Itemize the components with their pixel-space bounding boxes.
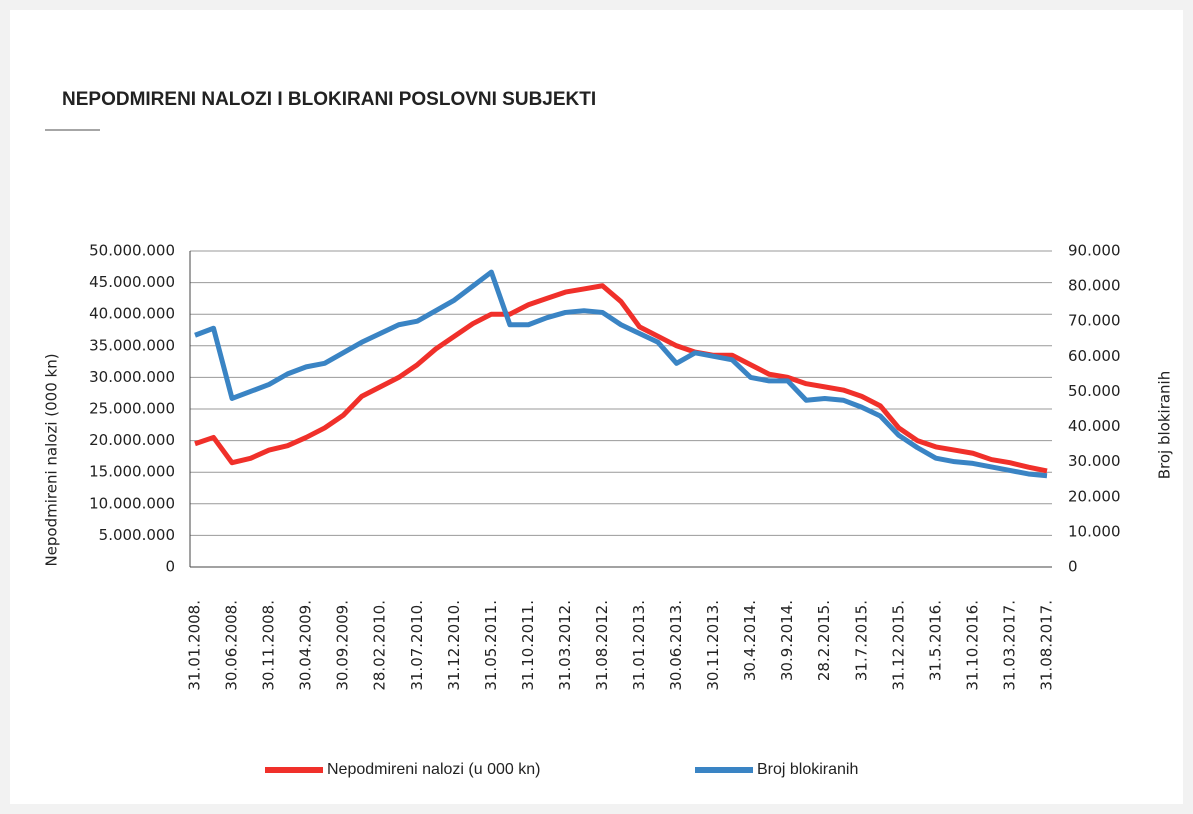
x-tick-label: 31.01.2008.	[186, 600, 204, 691]
x-tick-label: 31.12.2015.	[889, 600, 907, 691]
chart-title: NEPODMIRENI NALOZI I BLOKIRANI POSLOVNI …	[62, 89, 596, 110]
y2-tick-label: 30.000	[1068, 452, 1121, 470]
x-tick-label: 28.2.2015.	[815, 600, 833, 681]
y-tick-label: 15.000.000	[89, 463, 175, 481]
y2-tick-label: 70.000	[1068, 312, 1121, 330]
x-tick-label: 30.04.2009.	[297, 600, 315, 691]
y2-tick-label: 90.000	[1068, 242, 1121, 260]
y-tick-label: 0	[165, 558, 175, 576]
x-tick-label: 31.08.2017.	[1038, 600, 1056, 691]
y2-axis-label: Broj blokiranih	[1156, 371, 1174, 480]
x-tick-label: 31.03.2012.	[556, 600, 574, 691]
y2-tick-label: 60.000	[1068, 347, 1121, 365]
y-tick-label: 5.000.000	[99, 526, 175, 544]
y-tick-label: 50.000.000	[89, 242, 175, 260]
y-tick-label: 35.000.000	[89, 336, 175, 354]
x-tick-label: 30.4.2014.	[741, 600, 759, 681]
x-tick-label: 28.02.2010.	[371, 600, 389, 691]
x-tick-label: 30.9.2014.	[778, 600, 796, 681]
x-tick-label: 31.03.2017.	[1000, 600, 1018, 691]
x-tick-label: 31.10.2011.	[519, 600, 537, 691]
y2-tick-label: 20.000	[1068, 487, 1121, 505]
x-tick-label: 31.05.2011.	[482, 600, 500, 691]
legend-label: Broj blokiranih	[757, 761, 858, 778]
x-tick-label: 31.5.2016.	[926, 600, 944, 681]
series-line	[194, 269, 1048, 479]
x-tick-label: 30.11.2008.	[260, 600, 278, 691]
legend-label: Nepodmireni nalozi (u 000 kn)	[327, 761, 540, 778]
y2-tick-label: 40.000	[1068, 417, 1121, 435]
y-axis-label: Nepodmireni nalozi (000 kn)	[43, 353, 61, 566]
y-tick-label: 40.000.000	[89, 305, 175, 323]
x-tick-label: 30.11.2013.	[704, 600, 722, 691]
panel	[10, 10, 1183, 804]
x-tick-label: 31.12.2010.	[445, 600, 463, 691]
x-tick-label: 30.06.2008.	[223, 600, 241, 691]
x-tick-label: 31.10.2016.	[963, 600, 981, 691]
y-tick-label: 10.000.000	[89, 494, 175, 512]
y-tick-label: 25.000.000	[89, 400, 175, 418]
x-tick-label: 31.08.2012.	[593, 600, 611, 691]
y-tick-label: 20.000.000	[89, 431, 175, 449]
y2-tick-label: 0	[1068, 558, 1078, 576]
y-tick-label: 30.000.000	[89, 368, 175, 386]
x-tick-label: 31.07.2010.	[408, 600, 426, 691]
x-tick-label: 31.7.2015.	[852, 600, 870, 681]
x-tick-label: 30.06.2013.	[667, 600, 685, 691]
y2-tick-label: 10.000	[1068, 522, 1121, 540]
x-tick-label: 30.09.2009.	[334, 600, 352, 691]
y2-tick-label: 80.000	[1068, 277, 1121, 295]
series-line	[194, 283, 1048, 474]
x-tick-label: 31.01.2013.	[630, 600, 648, 691]
y2-tick-label: 50.000	[1068, 382, 1121, 400]
y-tick-label: 45.000.000	[89, 273, 175, 291]
